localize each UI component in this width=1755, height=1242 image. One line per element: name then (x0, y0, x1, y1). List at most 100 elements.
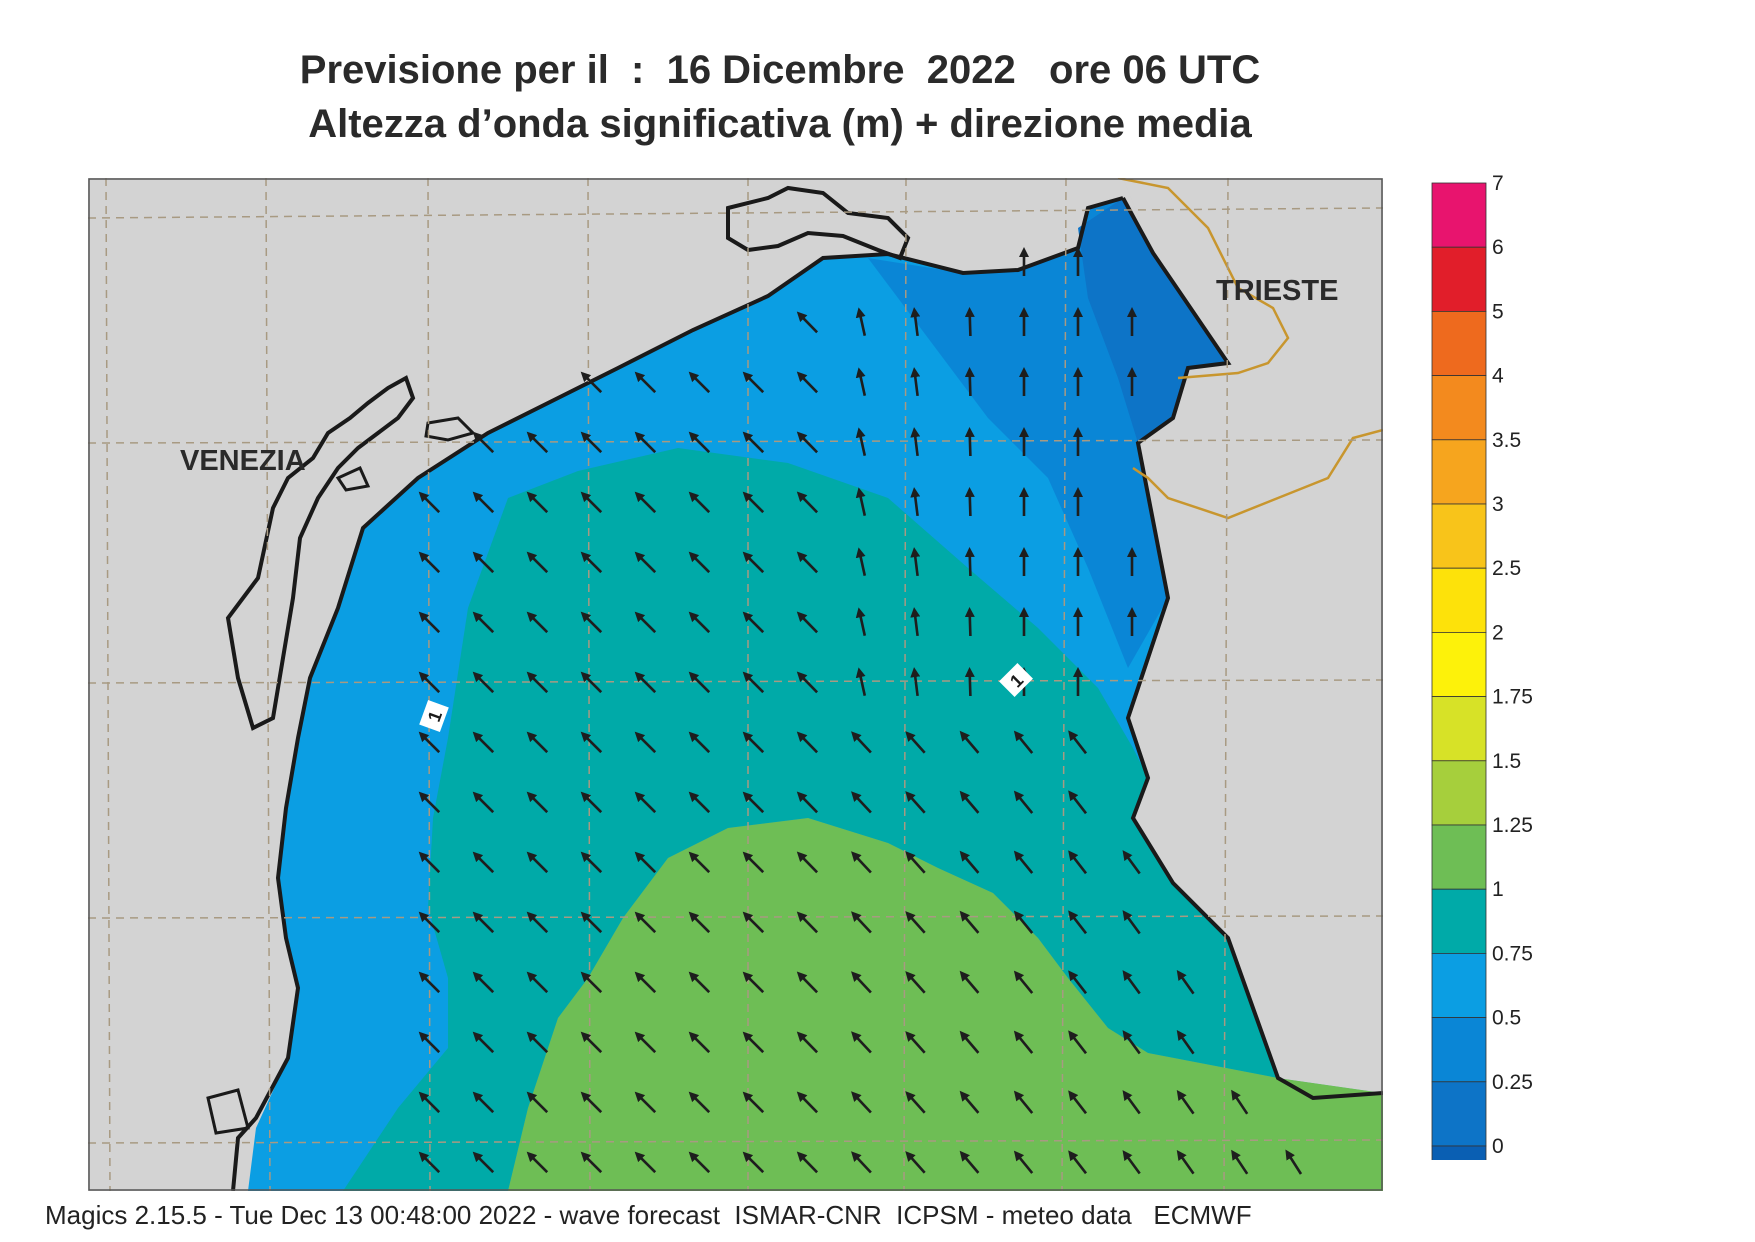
wave-arrow (472, 491, 495, 514)
legend-swatch (1431, 888, 1487, 954)
wave-arrow (472, 1031, 495, 1054)
wave-arrow (1176, 1029, 1195, 1055)
wave-arrow (796, 791, 819, 814)
wave-arrow (418, 791, 441, 814)
wave-arrow (526, 791, 549, 814)
wave-arrow (418, 671, 441, 694)
wave-arrow (526, 431, 549, 454)
wave-arrow (526, 971, 549, 994)
wave-arrow (796, 911, 819, 934)
wave-arrow (1176, 1089, 1195, 1115)
wave-arrow (418, 611, 441, 634)
wave-arrow (959, 970, 980, 994)
wave-arrow (526, 491, 549, 514)
wave-arrow (1231, 1149, 1249, 1175)
wave-arrow (910, 427, 921, 457)
wave-arrow (472, 551, 495, 574)
wave-arrow (742, 911, 765, 934)
wave-arrow (1068, 850, 1088, 875)
wave-arrow (855, 547, 867, 576)
wave-arrow (964, 367, 975, 397)
wave-arrow (910, 667, 921, 697)
wave-arrow (688, 1091, 711, 1114)
legend-swatch (1431, 182, 1487, 248)
legend-label: 3 (1492, 493, 1504, 516)
wave-arrow (418, 1031, 441, 1054)
wave-arrow (688, 911, 711, 934)
wave-arrow (1285, 1149, 1303, 1175)
wave-arrow (742, 731, 765, 754)
wave-arrow (796, 1031, 819, 1054)
legend-swatch (1431, 696, 1487, 762)
wave-arrow (580, 371, 603, 394)
legend-swatch (1431, 1145, 1487, 1160)
city-label-venezia: VENEZIA (180, 445, 306, 477)
legend-label: 3.5 (1492, 429, 1521, 452)
legend-label: 6 (1492, 236, 1504, 259)
wave-arrow (580, 671, 603, 694)
wave-arrow (634, 671, 657, 694)
wave-arrow (964, 427, 975, 457)
wave-arrow (472, 1091, 495, 1114)
wave-arrow (580, 971, 603, 994)
wave-arrow (905, 731, 926, 754)
wave-arrow (634, 491, 657, 514)
wave-arrow (634, 731, 657, 754)
wave-arrow (905, 911, 926, 934)
wave-arrow (580, 791, 603, 814)
wave-arrow (742, 551, 765, 574)
wave-arrow (1013, 850, 1034, 874)
legend-label: 4 (1492, 365, 1504, 388)
legend-swatch (1431, 1017, 1487, 1083)
istria-land (1123, 178, 1383, 1093)
legend-label: 1 (1492, 878, 1504, 901)
wave-arrow (959, 1030, 980, 1054)
wave-arrow (688, 491, 711, 514)
wave-arrow (742, 1091, 765, 1114)
wave-arrow (1013, 730, 1034, 754)
title-line-2: Altezza d’onda significativa (m) + direz… (308, 102, 1252, 146)
wave-arrow (1122, 1090, 1141, 1115)
contour-label-east: 1 (999, 663, 1033, 697)
wave-arrow (964, 607, 975, 637)
border-croatia (1132, 428, 1383, 520)
wave-arrow (526, 1151, 549, 1174)
wave-arrow (418, 491, 441, 514)
wave-arrow (634, 1031, 657, 1054)
wave-arrow (959, 790, 980, 814)
wave-arrow (580, 911, 603, 934)
wave-arrow (964, 307, 975, 337)
wave-arrow (580, 491, 603, 514)
coastline-east (1121, 197, 1383, 1101)
wave-arrow (472, 611, 495, 634)
wave-arrow (688, 791, 711, 814)
wave-arrow (418, 1151, 441, 1174)
wave-arrow (634, 371, 657, 394)
wave-arrow (688, 431, 711, 454)
wave-arrow (959, 850, 980, 874)
legend-label: 2.5 (1492, 557, 1521, 580)
wave-arrow (688, 851, 711, 874)
wave-arrow (964, 487, 975, 517)
wave-arrow (580, 851, 603, 874)
legend-swatch (1431, 953, 1487, 1019)
wave-arrow (796, 551, 819, 574)
title-line-1: Previsione per il : 16 Dicembre 2022 ore… (299, 48, 1261, 92)
wave-arrow (905, 1151, 926, 1174)
wave-arrow (418, 851, 441, 874)
legend-label: 1.5 (1492, 750, 1521, 773)
wave-arrow (851, 1031, 872, 1054)
wave-arrow (742, 791, 765, 814)
wave-arrow (1122, 850, 1141, 875)
wave-arrow (742, 971, 765, 994)
wave-arrow (688, 611, 711, 634)
wave-arrow (1068, 1150, 1088, 1175)
wave-arrow (634, 551, 657, 574)
wave-arrow (855, 307, 867, 336)
wave-arrow (580, 1031, 603, 1054)
wave-arrow (634, 851, 657, 874)
island (335, 466, 371, 492)
legend-swatch (1431, 503, 1487, 569)
wave-arrow (905, 1031, 926, 1054)
wave-arrow (1013, 1150, 1034, 1174)
